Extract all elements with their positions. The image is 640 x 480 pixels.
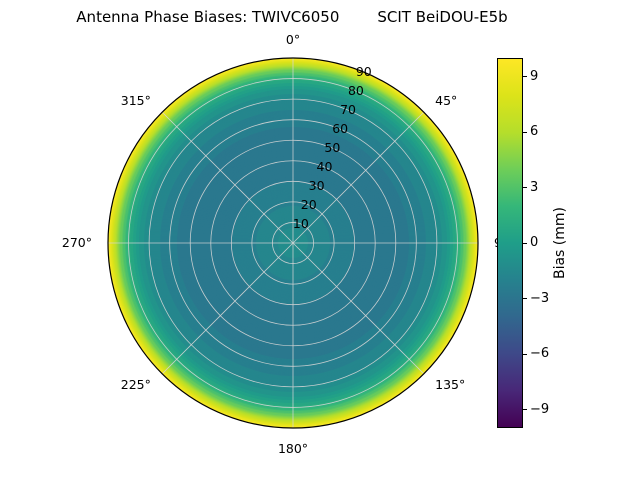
radial-tick-label: 10 [293,216,309,231]
colorbar: 9 6 3 0 −3 −6 −9 [497,58,549,428]
colorbar-tick-label: −3 [530,290,550,306]
colorbar-tick [523,409,527,410]
angular-tick-label: 135° [435,377,465,392]
colorbar-tick-label: −6 [530,346,550,361]
grid-spoke [161,111,294,244]
colorbar-tick-label: 6 [530,124,539,139]
grid-spoke [161,242,294,375]
colorbar-tick-label: 9 [530,68,539,84]
angular-tick-label: 45° [435,93,457,108]
angular-tick-label: 315° [121,93,151,108]
colorbar-tick-label: 0 [530,235,539,250]
polar-outline [107,57,479,429]
chart-title-left: Antenna Phase Biases: TWIVC6050 [76,8,340,26]
radial-tick-label: 70 [340,102,356,117]
grid-spoke [292,111,425,244]
angular-tick-label: 180° [278,441,308,456]
colorbar-tick [523,298,527,299]
radial-tick-label: 80 [348,83,364,98]
colorbar-tick [523,187,527,188]
angular-tick-label: 270° [62,235,92,250]
grid-spoke [292,242,425,375]
angular-tick-label: 225° [121,377,151,392]
chart-title: Antenna Phase Biases: TWIVC6050 SCIT BeiD… [76,8,507,26]
radial-tick-label: 60 [332,121,348,136]
radial-tick-label: 20 [301,197,317,212]
radial-tick-label: 40 [317,159,333,174]
colorbar-gradient [497,58,523,428]
angular-tick-label: 0° [286,32,300,47]
chart-title-right: SCIT BeiDOU-E5b [377,8,508,26]
colorbar-tick-label: −9 [530,401,550,417]
radial-tick-label: 90 [356,64,372,79]
colorbar-tick-label: 3 [530,179,539,195]
colorbar-tick [523,131,527,133]
radial-tick-label: 50 [324,140,340,155]
colorbar-tick [523,242,527,244]
radial-tick-label: 30 [309,178,325,193]
colorbar-tick [523,353,527,355]
colorbar-tick [523,76,527,77]
colorbar-axis-label: Bias (mm) [552,206,568,280]
